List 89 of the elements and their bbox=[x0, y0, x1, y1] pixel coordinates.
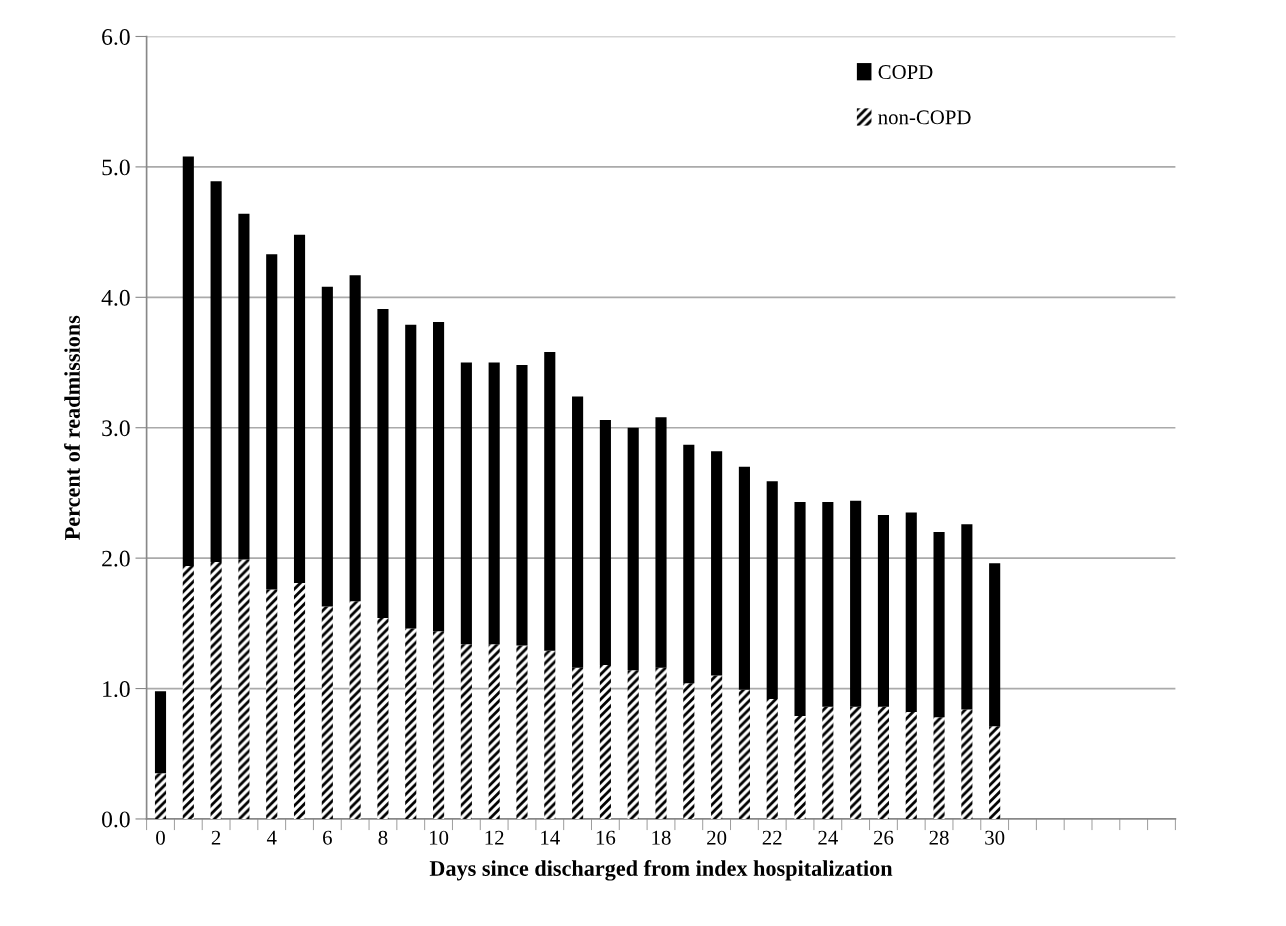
y-tick-label: 0.0 bbox=[102, 811, 130, 828]
bar bbox=[321, 286, 333, 607]
bar bbox=[989, 563, 1001, 727]
bar bbox=[599, 665, 611, 819]
bar bbox=[794, 715, 806, 819]
bar bbox=[433, 631, 445, 819]
x-tick-label: 2 bbox=[211, 830, 221, 845]
bar bbox=[572, 396, 584, 668]
y-tick-label: 4.0 bbox=[101, 289, 130, 306]
bar bbox=[711, 451, 723, 676]
bar bbox=[293, 234, 306, 583]
bar bbox=[572, 667, 584, 819]
x-tick-label: 4 bbox=[266, 830, 277, 845]
bar bbox=[460, 644, 472, 819]
bar bbox=[655, 667, 667, 819]
bar bbox=[711, 675, 723, 819]
x-tick-label: 20 bbox=[707, 830, 727, 845]
legend-label: COPD bbox=[878, 65, 933, 80]
bar bbox=[349, 601, 361, 819]
bar bbox=[377, 309, 389, 619]
x-tick-label: 24 bbox=[818, 830, 838, 845]
bar bbox=[627, 670, 639, 819]
bar bbox=[933, 717, 945, 819]
bar bbox=[460, 362, 472, 645]
bar bbox=[655, 417, 667, 668]
y-tick-label: 3.0 bbox=[102, 420, 130, 437]
bar bbox=[182, 565, 194, 819]
bar bbox=[238, 559, 250, 819]
bar bbox=[377, 618, 389, 819]
x-tick-label: 26 bbox=[873, 830, 894, 845]
bar bbox=[154, 773, 167, 819]
x-tick-label: 0 bbox=[156, 830, 165, 845]
bar bbox=[989, 726, 1001, 819]
bar bbox=[210, 181, 222, 563]
bar bbox=[877, 515, 890, 707]
bar bbox=[349, 275, 361, 602]
bar bbox=[877, 706, 890, 819]
bar bbox=[488, 644, 500, 819]
bar bbox=[766, 698, 778, 819]
bar bbox=[405, 628, 417, 819]
bar bbox=[154, 691, 167, 774]
bar bbox=[293, 582, 306, 819]
x-tick-label: 6 bbox=[323, 830, 332, 845]
x-tick-label: 8 bbox=[378, 830, 388, 845]
bar bbox=[794, 502, 806, 716]
bar bbox=[850, 706, 862, 819]
bar bbox=[683, 444, 695, 684]
bar bbox=[544, 650, 556, 819]
x-tick-label: 30 bbox=[985, 830, 1005, 845]
bar bbox=[516, 645, 528, 819]
bar bbox=[683, 683, 695, 819]
bar bbox=[266, 589, 278, 819]
bar bbox=[182, 156, 194, 566]
bar bbox=[766, 481, 778, 699]
bar bbox=[544, 352, 556, 651]
y-axis-title: Percent of readmissions bbox=[64, 315, 80, 540]
bar bbox=[905, 712, 917, 819]
bar bbox=[599, 419, 611, 666]
bar bbox=[738, 689, 750, 819]
y-tick-label: 6.0 bbox=[102, 28, 130, 46]
bar bbox=[433, 322, 445, 632]
bar bbox=[905, 512, 917, 713]
x-tick-label: 22 bbox=[762, 830, 782, 845]
bar bbox=[961, 709, 973, 819]
x-tick-label: 28 bbox=[929, 830, 949, 845]
x-tick-label: 10 bbox=[429, 830, 449, 845]
bar bbox=[933, 532, 945, 718]
bar bbox=[488, 362, 500, 645]
bar bbox=[405, 324, 417, 629]
y-tick-label: 5.0 bbox=[102, 159, 130, 176]
legend-label: non-COPD bbox=[878, 110, 971, 125]
bar bbox=[822, 706, 834, 819]
y-tick-label: 1.0 bbox=[103, 681, 130, 698]
bar bbox=[822, 502, 834, 707]
bar bbox=[266, 254, 278, 590]
bar bbox=[516, 365, 528, 646]
x-tick-label: 16 bbox=[596, 830, 616, 845]
bar bbox=[238, 213, 250, 560]
x-tick-label: 12 bbox=[485, 830, 504, 845]
bar bbox=[961, 524, 973, 710]
y-tick-label: 2.0 bbox=[102, 550, 130, 567]
bar bbox=[850, 500, 862, 707]
x-axis-title: Days since discharged from index hospitalization bbox=[429, 860, 893, 881]
bar bbox=[321, 606, 333, 819]
bar bbox=[210, 562, 222, 819]
bar bbox=[738, 466, 750, 690]
x-tick-label: 14 bbox=[541, 830, 560, 845]
x-tick-label: 18 bbox=[652, 830, 671, 845]
bar bbox=[627, 427, 639, 671]
